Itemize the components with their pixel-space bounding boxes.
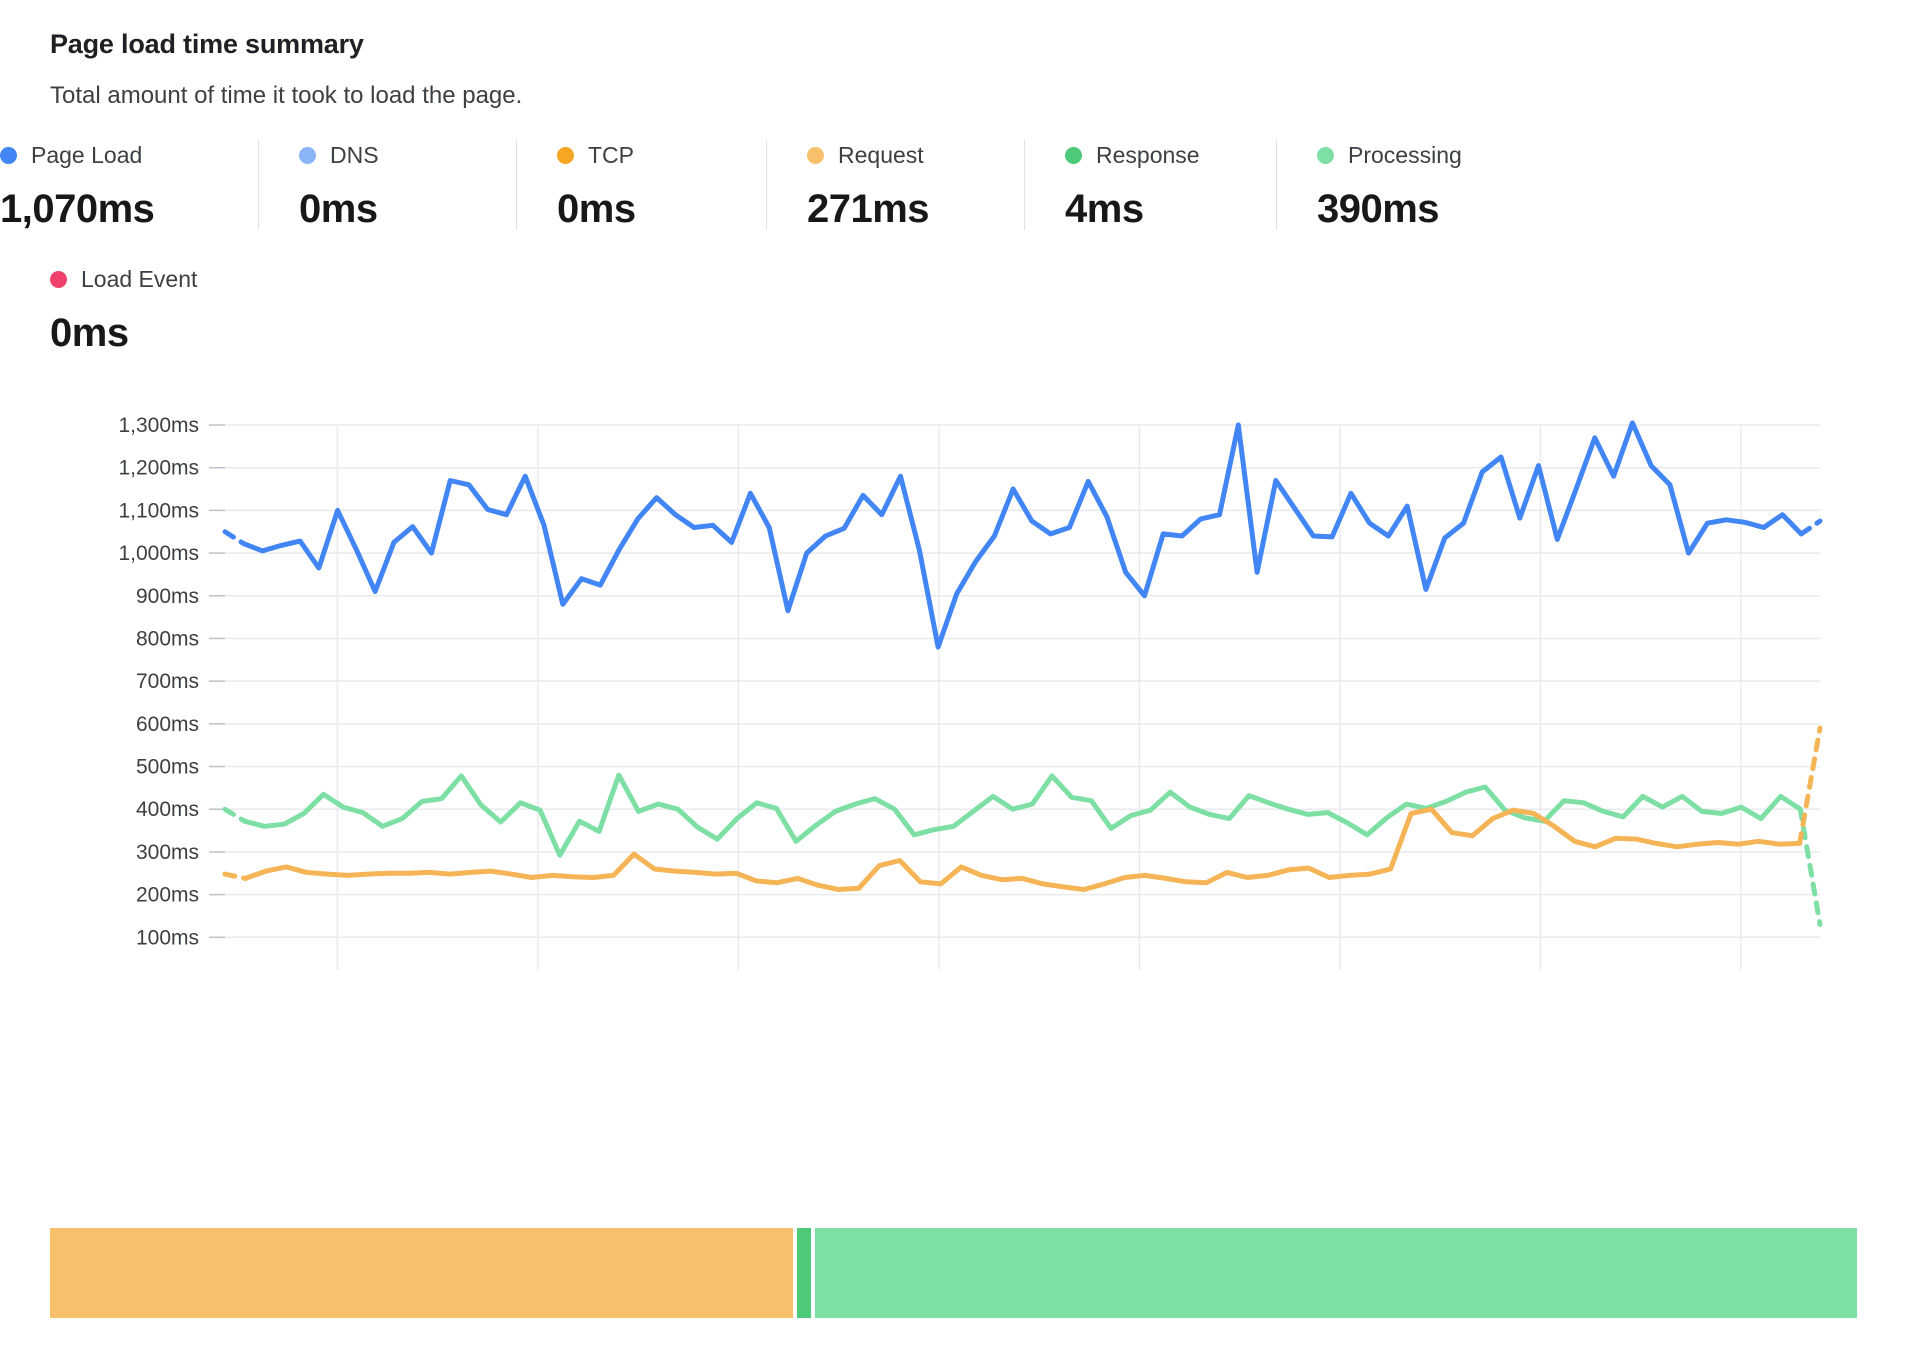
page-subtitle: Total amount of time it took to load the… [50,81,523,109]
metric-summary-row: Page Load 1,070ms DNS 0ms TCP 0ms Request 271ms… [0,140,1910,232]
series-line-request-tail-dashed [1797,726,1823,847]
legend-dot-request [807,146,824,164]
bar-segment-divider [792,1228,797,1318]
legend-dot-load-event [50,270,67,288]
legend-dot-response [1065,146,1082,164]
series-line-page-load-tail-dashed [1798,519,1823,537]
series-line-page-load[interactable] [241,420,1804,650]
y-axis-tick-label: 1,200ms [118,457,199,480]
bar-segment-response[interactable] [796,1228,812,1318]
metric-card-page-load[interactable]: Page Load 1,070ms [0,140,258,230]
page-title: Page load time summary [50,29,364,59]
metric-header: Request [807,140,1000,170]
metric-value: 4ms [1065,187,1144,232]
metric-label: Request [838,141,924,168]
y-axis-tick-label: 900ms [136,585,199,608]
metric-card-load-event[interactable]: Load Event 0ms [50,264,221,354]
bar-segment-divider [811,1228,816,1318]
y-axis-tick-label: 1,300ms [118,414,199,437]
metric-card-response[interactable]: Response 4ms [1024,140,1276,232]
metric-value: 390ms [1317,187,1440,232]
y-axis-tick-label: 400ms [136,799,199,822]
metric-label: DNS [330,141,379,168]
phase-breakdown-bar[interactable] [50,1228,1857,1318]
metric-label: TCP [588,141,634,168]
y-axis-tick-label: 700ms [136,671,199,694]
metric-header: Page Load [0,140,234,170]
series-line-request[interactable] [242,807,1803,893]
chart-canvas[interactable]: 0ms 100ms 200ms 300ms 400ms 500ms 600ms 700ms 80… [0,410,1910,971]
metric-value: 0ms [50,311,129,356]
legend-dot-dns [299,146,316,164]
y-axis-tick-label: 200ms [136,884,199,907]
legend-dot-page-load [0,146,17,164]
metric-card-dns[interactable]: DNS 0ms [258,140,516,232]
y-axis-tick-label: 800ms [136,628,199,651]
metric-label: Load Event [81,265,198,292]
y-axis-tick-label: 500ms [136,756,199,779]
y-axis-tick-label: 1,000ms [118,543,199,566]
metric-value: 1,070ms [0,187,155,232]
series-line-page-load-lead-dashed [222,529,247,547]
metric-header: TCP [557,140,742,170]
series-line-processing-tail-dashed [1797,807,1823,928]
metric-header: DNS [299,140,492,170]
y-axis-tick-label: 100ms [136,927,199,950]
metric-label: Response [1096,141,1200,168]
metric-value: 0ms [299,187,378,232]
y-axis-tick-label: 1,100ms [118,500,199,523]
y-axis-tick-label: 0ms [159,969,199,970]
y-axis-tick-label: 600ms [136,713,199,736]
panel-header: Page load time summary Total amount of t… [0,0,1910,110]
metric-label: Processing [1348,141,1462,168]
series-line-request-lead-dashed [222,872,248,882]
metric-card-processing[interactable]: Processing 390ms [1276,140,1486,232]
y-axis-tick-label: 300ms [136,841,199,864]
metric-summary-row-secondary: Load Event 0ms [0,264,1910,354]
metric-header: Load Event [50,264,197,294]
metric-card-request[interactable]: Request 271ms [766,140,1024,232]
metric-label: Page Load [31,141,143,168]
bar-segment-request[interactable] [50,1228,793,1318]
metric-value: 0ms [557,187,636,232]
metric-header: Processing [1317,140,1462,170]
bar-segment-processing[interactable] [815,1228,1857,1318]
legend-dot-processing [1317,146,1334,164]
page-load-time-chart[interactable]: 0ms 100ms 200ms 300ms 400ms 500ms 600ms 700ms 80… [0,410,1910,971]
series-line-processing-lead-dashed [222,807,248,825]
metric-card-tcp[interactable]: TCP 0ms [516,140,766,232]
legend-dot-tcp [557,146,574,164]
metric-value: 271ms [807,187,930,232]
series-line-processing[interactable] [242,773,1803,859]
metric-header: Response [1065,140,1252,170]
